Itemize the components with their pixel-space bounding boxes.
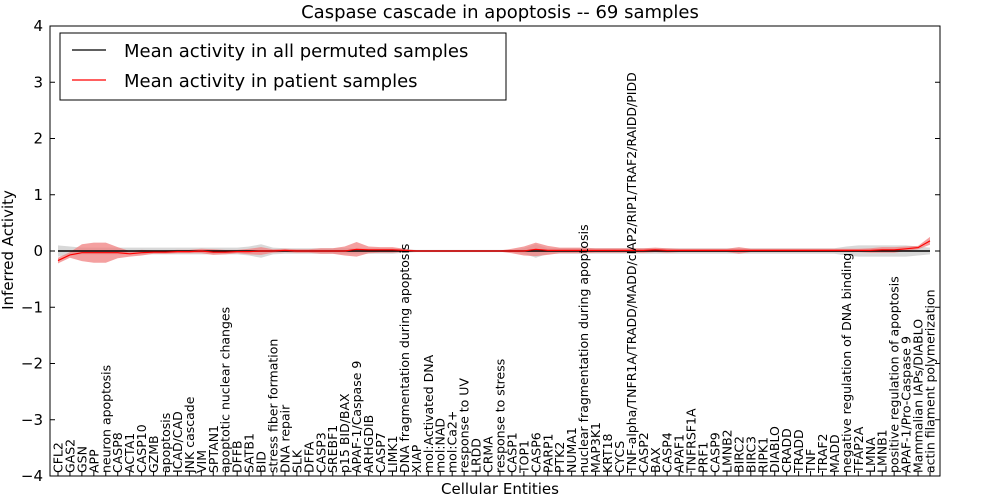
- y-tick-label: 2: [33, 130, 43, 148]
- x-tick-label: BIRC2: [731, 436, 746, 473]
- patient-series-line: [57, 240, 931, 262]
- y-tick-label: −1: [21, 298, 43, 316]
- x-tick-label: BID: [254, 451, 269, 473]
- x-tick-label: CASP2: [636, 432, 651, 473]
- x-tick-label: DNA repair: [277, 404, 292, 473]
- x-tick-label: XIAP: [409, 444, 424, 473]
- x-tick-label: ACTA1: [122, 433, 137, 473]
- x-tick-label: DNA fragmentation during apoptosis: [397, 244, 412, 473]
- x-tick-label: TOP1: [516, 440, 531, 474]
- x-tick-label: LRDD: [469, 438, 484, 473]
- y-axis: 4 3 2 1 0 −1 −2 −3 −4: [21, 17, 940, 485]
- x-tick-label: Mammalian IAPs/DIABLO: [911, 319, 926, 473]
- x-tick-label: CRADD: [779, 428, 794, 473]
- x-tick-label: APP: [86, 449, 101, 473]
- x-tick-label: positive regulation of apoptosis: [887, 276, 902, 473]
- x-tick-label: APAF1: [672, 434, 687, 473]
- x-tick-label: SPTAN1: [206, 425, 221, 473]
- x-tick-label: TNF-alpha/TNFR1A/TRADD/MADD/cIAP2/RIP1/T…: [624, 72, 639, 474]
- x-tick-label: PARP1: [540, 434, 555, 473]
- x-tick-label: CASP7: [373, 432, 388, 473]
- x-tick-label: RIPK1: [755, 437, 770, 473]
- x-tick-label: CASP3: [313, 432, 328, 473]
- x-tick-label: CRMA: [481, 436, 496, 473]
- y-tick-label: 0: [33, 242, 43, 260]
- x-tick-label: DFFB: [230, 440, 245, 473]
- x-tick-label: mol:NAD: [433, 418, 448, 473]
- chart-title: Caspase cascade in apoptosis -- 69 sampl…: [301, 2, 699, 23]
- x-tick-label: nuclear fragmentation during apoptosis: [576, 224, 591, 473]
- x-tick-label: GZMB: [146, 435, 161, 473]
- x-tick-label: JNK cascade: [182, 396, 197, 474]
- x-tick-label: SREBF1: [325, 425, 340, 473]
- x-tick-label: p15 BID/BAX: [337, 393, 352, 473]
- x-tick-label: neuron apoptosis: [98, 365, 113, 473]
- x-tick-label: ARHGDIB: [361, 415, 376, 473]
- x-tick-label: KRT18: [600, 433, 615, 473]
- x-tick-label: SATB1: [242, 433, 257, 473]
- y-tick-label: 3: [33, 73, 43, 91]
- x-tick-label: APAF-1/Caspase 9: [349, 361, 364, 473]
- x-tick-label: mol:Activated DNA: [421, 354, 436, 473]
- x-tick-label: CASP4: [660, 432, 675, 473]
- x-tick-label: TNF: [803, 449, 818, 474]
- x-tick-label: apoptosis: [158, 413, 173, 473]
- y-axis-label: Inferred Activity: [0, 190, 17, 310]
- x-tick-label: BAX: [648, 447, 663, 473]
- x-tick-label: PRF1: [696, 442, 711, 473]
- x-axis-label: Cellular Entities: [441, 480, 559, 498]
- x-tick-label: DIABLO: [767, 426, 782, 473]
- x-tick-label: LMNA: [863, 437, 878, 473]
- x-tick-label: MADD: [827, 434, 842, 473]
- y-tick-label: 4: [33, 17, 43, 35]
- plot-frame: [49, 25, 941, 477]
- legend-label-permuted: Mean activity in all permuted samples: [124, 41, 468, 62]
- x-tick-label: LIMK1: [385, 435, 400, 473]
- legend: Mean activity in all permuted samples Me…: [59, 32, 507, 101]
- x-tick-label: CFL2: [51, 442, 66, 473]
- series-lines: [57, 240, 931, 262]
- x-tick-label: PTK2: [552, 442, 567, 473]
- x-tick-label: SLK: [289, 449, 304, 473]
- x-tick-label: mol:Ca2+: [445, 411, 460, 473]
- x-tick-label: response to UV: [457, 378, 472, 473]
- x-tick-label: LMNB1: [875, 429, 890, 473]
- x-tick-label: GAS2: [62, 439, 77, 473]
- x-tick-label: CASP6: [528, 432, 543, 473]
- x-tick-label: apoptotic nuclear changes: [218, 307, 233, 473]
- x-tick-label: TRADD: [791, 429, 806, 474]
- x-tick-label: VIM: [194, 450, 209, 473]
- x-tick-label: DFFA: [301, 441, 316, 473]
- x-tick-label: TFAP2A: [851, 426, 866, 474]
- x-tick-label: GSN: [74, 446, 89, 473]
- x-tick-label: CYCS: [612, 441, 627, 473]
- x-tick-label: NUMA1: [564, 427, 579, 473]
- y-tick-label: −2: [21, 355, 43, 373]
- x-tick-label: ICAD/CAD: [170, 411, 185, 473]
- x-tick-label: CASP9: [707, 432, 722, 473]
- x-tick-label: stress fiber formation: [266, 339, 281, 473]
- x-tick-label: TNFRSF1A: [684, 408, 699, 474]
- x-tick-label: LMNB2: [719, 429, 734, 473]
- x-tick-label: response to stress: [492, 359, 507, 473]
- x-tick-label: APAF-1/Pro-Caspase 9: [899, 336, 914, 473]
- x-tick-label: TRAF2: [815, 433, 830, 474]
- x-tick-label: CASP1: [504, 432, 519, 473]
- y-tick-label: −3: [21, 411, 43, 429]
- x-tick-label: BIRC3: [743, 436, 758, 473]
- x-tick-label: negative regulation of DNA binding: [839, 253, 854, 473]
- y-tick-label: 1: [33, 186, 43, 204]
- y-tick-label: −4: [21, 467, 43, 485]
- x-tick-label: MAP3K1: [588, 422, 603, 473]
- x-tick-label: CASP8: [110, 432, 125, 473]
- legend-box: [59, 32, 507, 101]
- legend-label-patient: Mean activity in patient samples: [124, 71, 418, 92]
- x-tick-label: CASP10: [134, 424, 149, 473]
- x-tick-label: actin filament polymerization: [923, 289, 938, 473]
